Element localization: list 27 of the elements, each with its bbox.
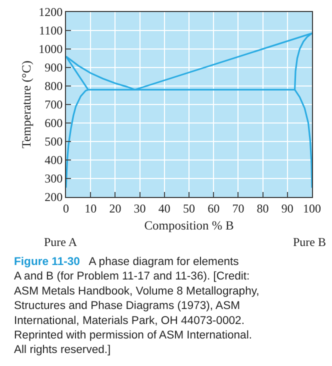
x-tick-label: 10 [84,201,97,216]
y-tick-label: 200 [44,190,63,204]
y-tick-label: 1000 [38,42,63,56]
x-tick-label: 90 [281,201,294,216]
y-tick-label: 600 [44,116,63,130]
x-tick-label: 60 [208,201,220,216]
x-tick-label: 70 [232,201,244,216]
y-tick-label: 500 [44,134,63,149]
text: Pure B [293,235,326,249]
y-axis-title: Temperature (°C) [20,60,34,148]
x-axis-title: Composition % B [144,218,234,233]
x-tick-label: 0 [63,201,69,216]
caption: Figure 11-30 [14,256,80,268]
y-tick-label: 1200 [38,5,63,20]
text: Pure A [44,235,78,249]
x-tick-label: 50 [183,201,195,216]
y-tick-label: 900 [44,60,63,75]
x-tick-label: 80 [256,201,269,216]
x-tick-label: 20 [109,201,122,216]
y-tick-label: 1100 [39,24,63,38]
x-tick-label: 40 [158,201,170,216]
x-tick-label: 100 [303,201,321,216]
x-tick-label: 30 [134,201,146,216]
y-tick-label: 300 [44,172,63,186]
y-tick-label: 800 [44,79,63,94]
y-tick-label: 400 [44,153,63,168]
y-tick-label: 700 [44,98,63,112]
